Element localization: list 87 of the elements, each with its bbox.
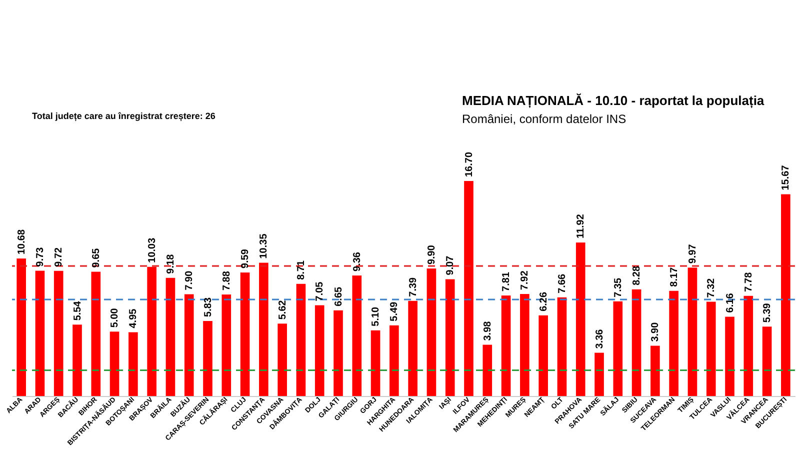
data-label: 9.07 <box>445 255 456 276</box>
data-label: 7.35 <box>612 277 624 298</box>
data-label: 5.54 <box>72 300 84 321</box>
bar <box>594 352 604 396</box>
bar <box>632 289 642 396</box>
bar <box>706 302 716 396</box>
bar <box>240 272 250 396</box>
data-label: 7.81 <box>501 272 512 292</box>
bar <box>296 284 306 396</box>
bar <box>35 270 45 396</box>
text: Total județe care au înregistrat creștere: 26 <box>32 111 216 122</box>
data-label: 7.39 <box>408 276 419 297</box>
bar <box>128 332 138 396</box>
data-label: 8.28 <box>632 266 643 286</box>
data-label: 9.59 <box>240 248 252 269</box>
bar <box>54 270 64 396</box>
bar <box>390 325 399 396</box>
bar <box>222 294 232 396</box>
data-label: 5.39 <box>762 302 774 323</box>
bar <box>725 316 734 396</box>
data-label: 8.17 <box>668 266 680 287</box>
data-label: 7.92 <box>520 270 531 290</box>
bar <box>408 300 418 396</box>
bar <box>352 275 362 396</box>
bar <box>464 181 474 396</box>
data-label: 6.16 <box>724 292 736 313</box>
data-label: 9.18 <box>165 254 176 274</box>
data-label: 5.49 <box>389 301 400 322</box>
bar <box>557 297 567 396</box>
data-label: 7.78 <box>743 272 754 292</box>
data-label: 10.35 <box>258 233 270 259</box>
data-label: 7.05 <box>314 281 326 302</box>
data-label: 7.32 <box>706 278 718 298</box>
data-label: 5.83 <box>202 297 214 317</box>
data-label: 9.36 <box>352 252 363 272</box>
bar <box>203 320 212 396</box>
bar <box>91 272 101 396</box>
bar <box>166 278 176 396</box>
bar <box>184 294 194 396</box>
bar <box>520 294 530 396</box>
bar <box>744 296 754 396</box>
bar <box>278 324 287 396</box>
data-label: 5.00 <box>110 308 121 328</box>
data-label: 3.36 <box>594 328 606 349</box>
bar <box>613 301 623 396</box>
data-label: 9.97 <box>687 244 698 264</box>
bar <box>370 330 380 396</box>
data-label: 10.68 <box>16 229 28 255</box>
bar <box>16 258 26 396</box>
data-label: 4.95 <box>128 308 140 328</box>
data-label: 6.65 <box>333 286 344 306</box>
data-label: 9.73 <box>34 246 46 267</box>
bar <box>445 279 455 396</box>
bar <box>426 268 436 396</box>
bar <box>669 290 678 396</box>
data-label: 11.92 <box>576 214 587 239</box>
bar <box>147 266 156 396</box>
bar <box>482 344 492 396</box>
data-label: 5.62 <box>277 300 288 320</box>
bar <box>762 326 772 396</box>
data-label: 7.66 <box>556 273 568 294</box>
data-label: 9.65 <box>90 248 102 268</box>
data-label: 6.26 <box>538 292 550 312</box>
bar <box>314 305 324 396</box>
bar <box>781 194 790 396</box>
bar <box>334 310 343 396</box>
bar <box>650 346 660 396</box>
data-label: 5.10 <box>370 306 382 326</box>
data-label: 3.98 <box>482 320 494 341</box>
data-label: 8.71 <box>296 260 307 280</box>
bar <box>576 242 586 396</box>
text: MEDIA NAȚIONALĂ - 10.10 - raportat la populația <box>462 93 765 109</box>
data-label: 3.90 <box>650 322 662 342</box>
data-label: 7.88 <box>221 270 232 291</box>
data-label: 9.72 <box>54 246 65 267</box>
bar <box>110 332 120 396</box>
bar <box>501 295 511 396</box>
data-label: 16.70 <box>464 152 475 177</box>
bar <box>538 315 548 396</box>
bar <box>259 262 268 396</box>
text: României, conform datelor INS <box>462 112 626 126</box>
bar <box>72 324 82 396</box>
data-label: 10.03 <box>146 237 158 263</box>
data-label: 9.90 <box>426 244 438 265</box>
data-label: 7.90 <box>184 270 196 290</box>
data-label: 15.67 <box>780 164 792 190</box>
bar <box>688 268 698 396</box>
